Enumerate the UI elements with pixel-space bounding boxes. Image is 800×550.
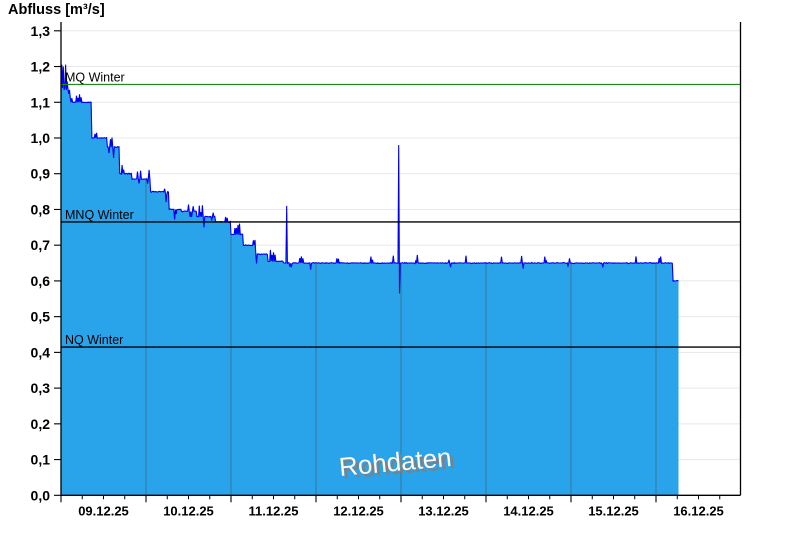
svg-text:11.12.25: 11.12.25 [249, 503, 299, 518]
svg-text:0,0: 0,0 [31, 487, 51, 503]
svg-text:0,2: 0,2 [31, 416, 51, 432]
svg-text:0,7: 0,7 [31, 237, 51, 253]
svg-text:12.12.25: 12.12.25 [333, 503, 384, 518]
svg-text:Abfluss [m³/s]: Abfluss [m³/s] [8, 2, 105, 18]
svg-text:MQ Winter: MQ Winter [65, 70, 125, 84]
svg-text:0,9: 0,9 [31, 166, 51, 182]
svg-text:0,6: 0,6 [31, 273, 51, 289]
svg-text:09.12.25: 09.12.25 [78, 503, 129, 518]
svg-text:NQ Winter: NQ Winter [65, 333, 123, 347]
svg-text:0,8: 0,8 [31, 201, 51, 217]
svg-text:0,4: 0,4 [31, 344, 51, 360]
svg-text:MNQ Winter: MNQ Winter [65, 208, 134, 222]
svg-text:1,0: 1,0 [31, 130, 51, 146]
svg-text:1,3: 1,3 [31, 23, 51, 39]
svg-text:15.12.25: 15.12.25 [588, 503, 639, 518]
svg-text:0,3: 0,3 [31, 380, 51, 396]
svg-text:10.12.25: 10.12.25 [163, 503, 214, 518]
svg-text:0,5: 0,5 [31, 309, 51, 325]
svg-text:13.12.25: 13.12.25 [418, 503, 469, 518]
svg-text:0,1: 0,1 [31, 452, 51, 468]
svg-text:1,2: 1,2 [31, 59, 51, 75]
svg-text:14.12.25: 14.12.25 [503, 503, 554, 518]
svg-text:1,1: 1,1 [31, 94, 51, 110]
svg-text:16.12.25: 16.12.25 [673, 503, 724, 518]
